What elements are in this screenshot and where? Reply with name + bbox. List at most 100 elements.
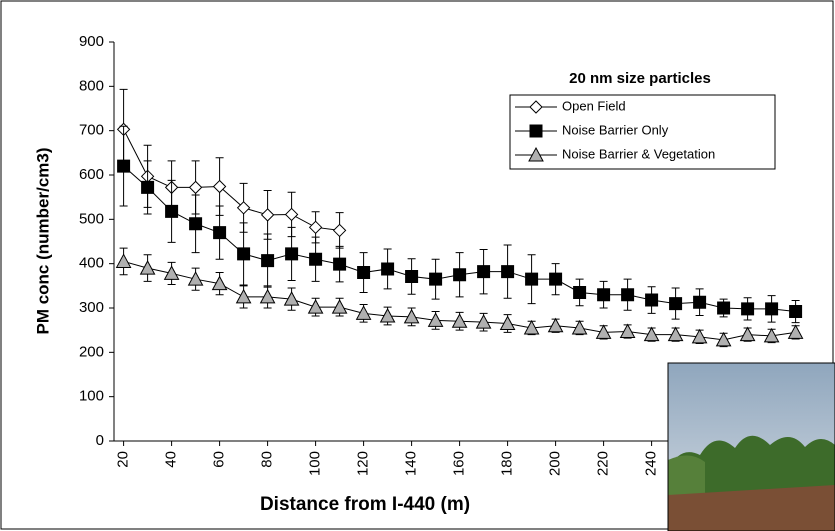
marker [403, 308, 420, 324]
marker [717, 301, 731, 315]
marker [357, 266, 371, 280]
y-tick-label: 600 [79, 166, 104, 183]
marker [212, 179, 227, 194]
marker [691, 328, 708, 344]
marker [669, 297, 683, 311]
x-tick-label: 140 [403, 451, 420, 476]
x-tick-label: 80 [259, 451, 276, 468]
x-tick-label: 180 [499, 451, 516, 476]
x-tick-label: 160 [451, 451, 468, 476]
y-tick-label: 100 [79, 388, 104, 405]
photo-inset [667, 362, 835, 531]
marker [309, 252, 323, 266]
chart-title: 20 nm size particles [569, 70, 711, 87]
marker [283, 291, 300, 306]
marker [789, 305, 803, 319]
photo-border [667, 362, 835, 531]
marker [667, 326, 684, 342]
marker [571, 319, 588, 335]
marker [308, 220, 323, 235]
marker [693, 295, 707, 309]
marker [547, 317, 564, 333]
legend-label: Noise Barrier Only [562, 122, 669, 137]
marker [333, 257, 347, 271]
x-tick-label: 60 [211, 451, 228, 468]
legend-marker [529, 100, 543, 114]
marker [499, 315, 516, 331]
x-tick-label: 240 [643, 451, 660, 476]
x-tick-label: 220 [595, 451, 612, 476]
marker [597, 288, 611, 302]
x-tick-label: 120 [355, 451, 372, 476]
x-tick-label: 100 [307, 451, 324, 476]
marker [621, 288, 635, 302]
marker [235, 288, 252, 304]
marker [427, 312, 444, 327]
photo-fence [668, 485, 835, 531]
marker [765, 302, 779, 316]
legend-marker [529, 124, 543, 138]
marker [261, 254, 275, 268]
marker [381, 262, 395, 276]
y-tick-label: 200 [79, 343, 104, 360]
marker [211, 275, 228, 291]
y-tick-label: 0 [96, 432, 104, 449]
marker [739, 326, 756, 342]
marker [451, 313, 468, 328]
marker [523, 319, 540, 335]
marker [549, 272, 563, 286]
marker [213, 226, 227, 240]
marker [501, 265, 515, 279]
marker [141, 180, 155, 194]
y-tick-label: 900 [79, 33, 104, 50]
x-tick-label: 20 [115, 451, 132, 468]
marker [332, 223, 347, 238]
marker [525, 272, 539, 286]
photo-trees [668, 455, 705, 498]
legend-label: Open Field [562, 98, 626, 113]
marker [405, 270, 419, 284]
series-line [123, 129, 340, 231]
marker [453, 268, 467, 282]
marker [475, 314, 492, 329]
x-tick-label: 40 [163, 451, 180, 468]
marker [741, 302, 755, 316]
photo-trees [668, 435, 835, 495]
x-axis-label: Distance from I-440 (m) [260, 494, 470, 515]
y-axis-label: PM conc (number/cm3) [33, 147, 52, 334]
marker [763, 327, 780, 343]
marker [117, 159, 131, 173]
marker [429, 272, 443, 286]
y-tick-label: 400 [79, 255, 104, 272]
marker [331, 299, 348, 314]
marker [477, 265, 491, 279]
marker [188, 180, 203, 195]
marker [237, 247, 251, 261]
marker [189, 217, 203, 231]
marker [645, 293, 659, 307]
legend-marker [528, 146, 544, 162]
y-tick-label: 800 [79, 77, 104, 94]
marker [715, 331, 732, 347]
marker [355, 305, 372, 320]
plot: 0 100 200 300 400 500 600 700 800 900 20 40 60 80 100 1… [79, 33, 810, 476]
marker [787, 324, 804, 339]
y-tick-label: 700 [79, 122, 104, 139]
marker [165, 204, 179, 218]
x-tick-label: 200 [547, 451, 564, 476]
marker [595, 324, 612, 339]
legend-label: Noise Barrier & Vegetation [562, 146, 715, 161]
marker [285, 247, 299, 261]
marker [307, 299, 324, 314]
marker [379, 307, 396, 323]
marker [619, 323, 636, 338]
marker [115, 253, 132, 268]
marker [139, 260, 156, 275]
marker [643, 326, 660, 342]
marker [163, 265, 180, 280]
marker [260, 208, 275, 222]
marker [236, 201, 251, 215]
marker [259, 288, 276, 304]
